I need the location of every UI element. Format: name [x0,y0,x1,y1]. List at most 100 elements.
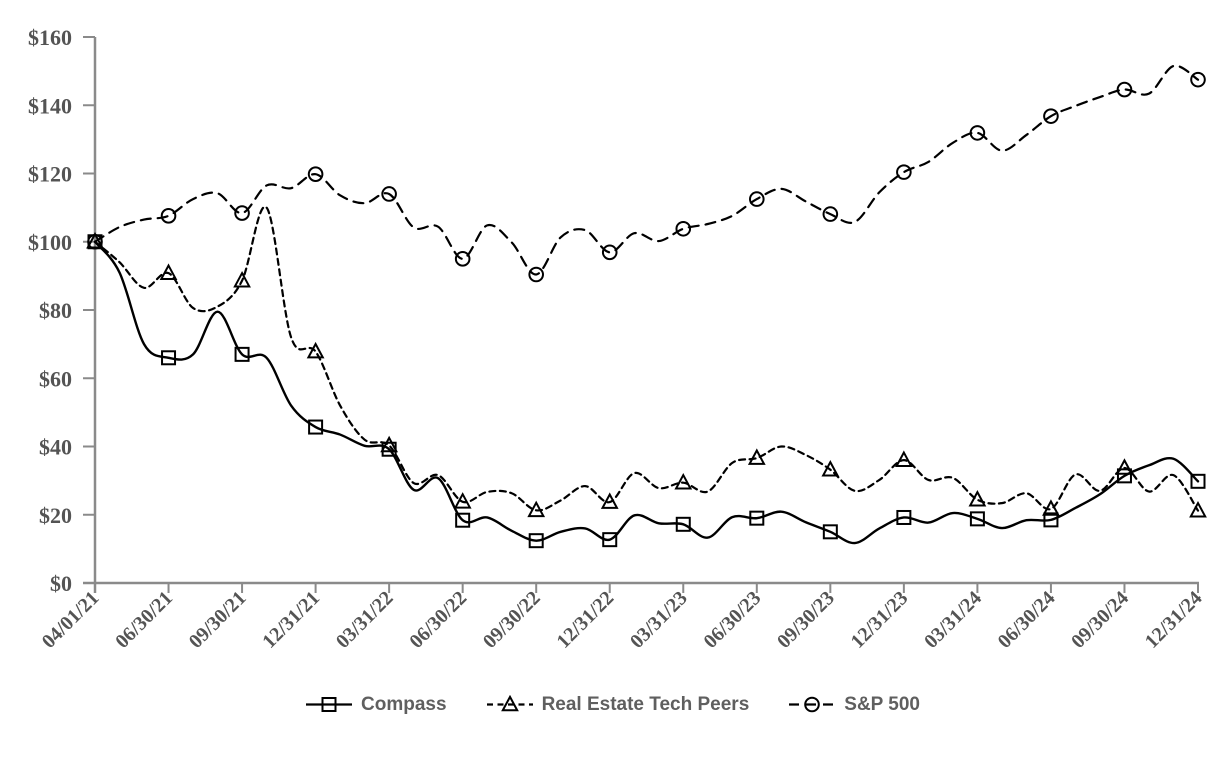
x-tick-label: 03/31/22 [332,587,398,653]
square-marker [528,533,544,549]
x-tick-label-group: 09/30/23 [773,587,839,653]
circle-marker [896,164,912,180]
axes [83,37,1199,593]
series-markers-s-p-500 [87,71,1206,283]
circle-marker [1116,81,1133,98]
peers-triangle-marker-icon [486,695,533,712]
series-line-compass [93,240,1200,545]
circle-marker [1190,71,1206,88]
square-marker [896,509,912,525]
triangle-marker [747,448,766,465]
circle-marker [675,220,692,237]
x-tick-label: 03/31/24 [920,587,986,653]
square-marker [675,516,691,532]
square-marker [1190,473,1206,489]
x-tick-label: 06/30/24 [994,587,1060,653]
series-line-s-p-500 [93,64,1200,276]
legend-item-sp500: S&P 500 [789,694,920,716]
x-tick-label: 12/31/22 [552,587,618,653]
triangle-marker [380,435,399,453]
legend-item-real-estate-tech-peers: Real Estate Tech Peers [486,694,750,716]
circle-marker [307,166,324,182]
chart-legend: Compass Real Estate Tech Peers S&P 500 [0,694,1226,716]
y-tick-label: $20 [39,503,72,528]
triangle-marker [968,490,987,507]
x-tick-label-group: 03/31/23 [626,587,692,653]
circle-marker [381,186,397,202]
x-tick-label: 12/31/21 [258,587,324,653]
x-tick-label: 04/01/21 [38,587,104,653]
x-tick-label: 06/30/22 [405,587,471,653]
x-tick-label: 06/30/21 [111,587,177,653]
x-tick-label-group: 09/30/24 [1067,587,1133,653]
square-marker [308,419,324,435]
x-tick-label: 12/31/23 [847,587,913,653]
x-tick-label: 03/31/23 [626,587,692,653]
square-marker [234,346,250,362]
triangle-marker [453,492,472,509]
x-tick-label-group: 06/30/23 [699,587,765,653]
square-marker [321,697,337,712]
y-tick-label: $60 [39,366,72,391]
y-tick-label: $140 [28,93,72,118]
circle-marker [234,205,250,221]
x-tick-label-group: 03/31/22 [332,587,398,653]
square-marker [161,350,177,366]
x-tick-label: 09/30/24 [1067,587,1133,653]
x-tick-label-group: 12/31/24 [1141,587,1207,653]
x-tick-label-group: 12/31/21 [258,587,324,653]
square-marker [1116,468,1132,484]
x-tick-label-group: 09/30/22 [479,587,545,653]
x-tick-label: 09/30/21 [185,587,251,653]
x-tick-label-group: 12/31/23 [847,587,913,653]
circle-marker [822,206,839,222]
triangle-marker [306,341,325,359]
series-markers-real-estate-tech-peers [86,232,1207,518]
circle-marker [601,244,618,261]
compass-square-marker-icon [306,697,353,712]
x-tick-label: 12/31/24 [1141,587,1207,653]
legend-item-compass: Compass [306,694,447,716]
circle-marker [969,125,986,141]
square-marker [749,510,765,526]
square-marker [822,524,838,540]
x-tick-label-group: 06/30/24 [994,587,1060,653]
triangle-marker [1042,499,1060,516]
circle-marker [804,696,821,713]
y-tick-label: $0 [50,571,72,596]
y-tick-label: $100 [28,230,72,255]
circle-marker [160,208,177,224]
x-tick-label: 09/30/22 [479,587,545,653]
series-line-real-estate-tech-peers [93,205,1200,512]
x-tick-label-group: 04/01/21 [38,587,104,653]
y-tick-label: $80 [39,298,72,323]
triangle-marker [527,500,546,518]
y-axis-ticks: $0 $20 $40 $60 $80 $100 $120 $140 $160 [28,25,95,596]
circle-marker [1043,108,1059,124]
y-tick-label: $160 [28,25,72,50]
x-axis-ticks: 04/01/21 06/30/21 09/30/21 12/31/21 03/31/22… [38,583,1207,653]
legend-label-real-estate-tech-peers: Real Estate Tech Peers [541,694,750,715]
triangle-marker [1115,458,1134,475]
square-marker [969,511,985,527]
square-marker [455,512,471,528]
sp500-circle-marker-icon [789,696,836,713]
triangle-marker [159,263,178,280]
x-tick-label-group: 06/30/22 [405,587,471,653]
x-tick-label-group: 06/30/21 [111,587,177,653]
circle-marker [87,233,103,250]
triangle-marker [1189,500,1207,518]
triangle-marker [674,472,693,490]
triangle-marker [600,492,619,509]
circle-marker [528,266,545,283]
y-tick-label: $40 [39,435,72,460]
legend-label-compass: Compass [361,694,447,715]
triangle-marker [894,450,913,467]
circle-marker [749,191,765,207]
x-tick-label: 06/30/23 [699,587,765,653]
y-tick-label: $120 [28,162,72,187]
triangle-marker [500,695,519,712]
square-marker [1043,512,1059,528]
